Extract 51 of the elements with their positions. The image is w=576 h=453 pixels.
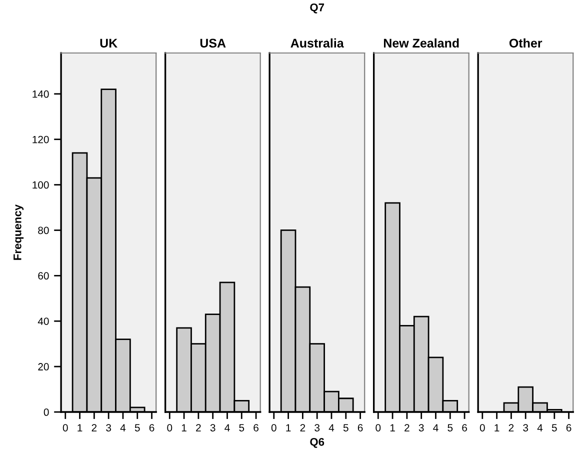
- chart-title: Other: [509, 38, 542, 48]
- x-tick-label: 5: [343, 424, 348, 432]
- x-tick-label: 0: [480, 424, 485, 432]
- x-tick-label: 6: [566, 424, 572, 432]
- x-tick-label: 2: [196, 424, 201, 432]
- x-tick-label: 0: [62, 424, 68, 432]
- y-tick-label: 120: [32, 136, 49, 144]
- x-tick-label: 1: [494, 424, 500, 432]
- x-tick-label: 5: [552, 424, 557, 432]
- y-axis-title: Frequency: [14, 204, 24, 260]
- chart-title: New Zealand: [384, 38, 459, 48]
- x-tick-label: 3: [418, 424, 424, 432]
- x-tick-label: 6: [149, 424, 154, 432]
- x-tick-label: 2: [300, 424, 306, 432]
- y-tick-label: 100: [32, 181, 49, 189]
- x-tick-label: 5: [134, 424, 140, 432]
- x-tick-label: 6: [254, 424, 258, 432]
- y-tick-label: 0: [44, 408, 49, 416]
- x-tick-label: 5: [448, 424, 453, 432]
- x-tick-label: 6: [358, 424, 363, 432]
- x-tick-label: 0: [271, 424, 276, 432]
- chart-title: UK: [100, 38, 118, 48]
- text: Q7: [310, 3, 324, 14]
- chart-title: USA: [200, 38, 226, 48]
- x-tick-label: 0: [167, 424, 172, 432]
- x-tick-label: 6: [462, 424, 467, 432]
- x-tick-label: 4: [224, 424, 230, 432]
- y-tick-label: 80: [38, 226, 49, 234]
- x-tick-label: 5: [239, 424, 244, 432]
- chart-title: Australia: [290, 38, 344, 48]
- x-tick-label: 3: [523, 424, 528, 432]
- x-tick-label: 1: [286, 424, 291, 432]
- x-tick-label: 1: [182, 424, 186, 432]
- x-tick-label: 4: [120, 424, 126, 432]
- x-tick-label: 3: [314, 424, 320, 432]
- x-tick-label: 2: [508, 424, 514, 432]
- x-tick-label: 4: [537, 424, 543, 432]
- y-tick-label: 20: [38, 363, 49, 370]
- x-tick-label: 4: [328, 424, 334, 432]
- x-tick-label: 2: [92, 424, 97, 432]
- x-axis-title: Q6: [310, 438, 324, 448]
- x-tick-label: 4: [433, 424, 438, 432]
- x-tick-label: 0: [376, 424, 381, 432]
- y-tick-label: 40: [38, 318, 49, 325]
- x-tick-label: 3: [106, 424, 112, 432]
- x-tick-label: 1: [390, 424, 395, 432]
- y-tick-label: 140: [32, 90, 49, 98]
- x-tick-label: 3: [210, 424, 216, 432]
- x-tick-label: 2: [404, 424, 410, 432]
- y-tick-label: 60: [38, 272, 49, 280]
- x-tick-label: 1: [78, 424, 82, 432]
